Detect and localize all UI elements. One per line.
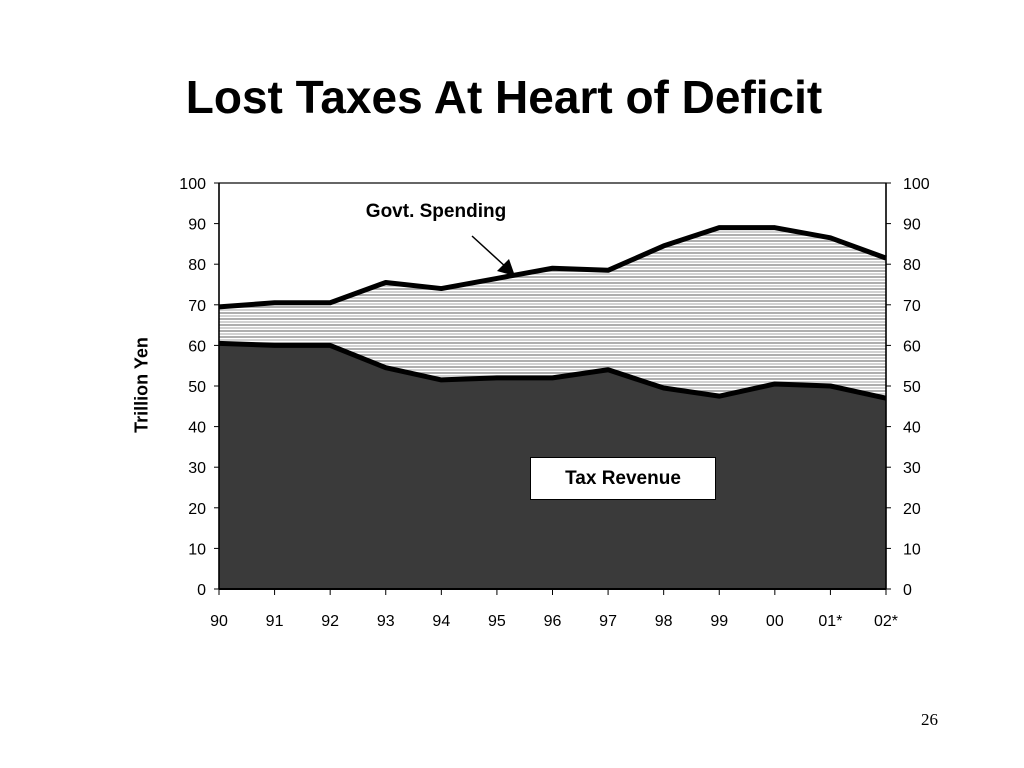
x-tick-label: 01*: [818, 613, 842, 630]
x-tick-label: 02*: [874, 613, 898, 630]
x-tick-label: 92: [321, 613, 339, 630]
axes: [214, 182, 891, 595]
y-tick-label-left: 10: [188, 541, 206, 558]
govt-spending-area: [219, 227, 886, 399]
govt-spending-label: Govt. Spending: [365, 201, 507, 222]
y-tick-label-right: 100: [903, 176, 930, 193]
x-tick-label: 91: [266, 613, 284, 630]
x-tick-label: 97: [599, 613, 617, 630]
y-tick-label-left: 30: [188, 460, 206, 477]
x-tick-label: 98: [655, 613, 673, 630]
slide-title: Lost Taxes At Heart of Deficit: [185, 71, 823, 123]
x-tick-label: 93: [377, 613, 395, 630]
x-tick-label: 99: [710, 613, 728, 630]
y-tick-label-right: 30: [903, 460, 921, 477]
y-tick-label-right: 20: [903, 501, 921, 518]
y-tick-label-left: 100: [179, 176, 206, 193]
tax-revenue-line: [218, 340, 887, 401]
y-tick-label-left: 70: [188, 298, 206, 315]
govt-spending-line: [218, 225, 887, 310]
x-tick-label: 96: [544, 613, 562, 630]
y-tick-label-right: 50: [903, 379, 921, 396]
y-axis-label: Trillion Yen: [131, 337, 152, 433]
x-tick-label: 90: [210, 613, 228, 630]
y-tick-label-right: 40: [903, 420, 921, 437]
y-tick-label-right: 80: [903, 257, 921, 274]
y-tick-label-left: 0: [197, 582, 206, 599]
govt-spending-arrowhead: [497, 259, 515, 276]
tax-revenue-label: Tax Revenue: [530, 457, 716, 500]
y-tick-label-left: 80: [188, 257, 206, 274]
y-tick-label-left: 90: [188, 217, 206, 234]
y-tick-label-right: 10: [903, 541, 921, 558]
y-tick-label-left: 60: [188, 338, 206, 355]
x-tick-label: 94: [432, 613, 450, 630]
y-tick-label-right: 90: [903, 217, 921, 234]
plot-area: [218, 225, 887, 589]
y-tick-label-right: 60: [903, 338, 921, 355]
y-tick-label-left: 20: [188, 501, 206, 518]
y-tick-label-left: 40: [188, 420, 206, 437]
y-tick-label-left: 50: [188, 379, 206, 396]
x-tick-label: 00: [766, 613, 784, 630]
govt-spending-arrow-line: [471, 235, 508, 269]
x-tick-label: 95: [488, 613, 506, 630]
y-tick-label-right: 0: [903, 582, 912, 599]
y-tick-label-right: 70: [903, 298, 921, 315]
page-number: 26: [921, 710, 938, 729]
